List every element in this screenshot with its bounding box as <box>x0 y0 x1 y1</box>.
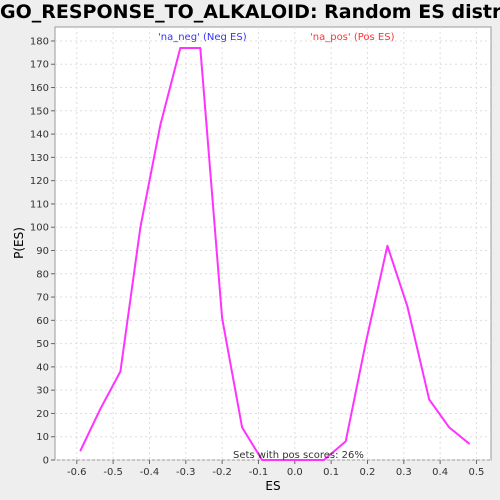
data-point <box>387 245 389 247</box>
data-point <box>80 450 82 452</box>
y-tick-label: 140 <box>30 130 49 141</box>
x-tick-label: -0.4 <box>140 467 160 478</box>
y-tick-label: 20 <box>36 409 49 420</box>
x-axis: -0.6 -0.5 -0.4 -0.3 -0.2 -0.1 0.0 0.1 0.2 0.3 0.4 0… <box>67 460 484 478</box>
y-tick-label: 170 <box>30 60 49 71</box>
x-tick-label: 0.4 <box>432 467 448 478</box>
y-tick-label: 10 <box>36 432 49 443</box>
data-point <box>180 47 182 49</box>
data-point <box>345 441 347 443</box>
y-tick-label: 100 <box>30 223 49 234</box>
data-point <box>241 427 243 429</box>
data-point <box>140 226 142 228</box>
x-tick-label: 0.3 <box>396 467 412 478</box>
x-tick-label: -0.3 <box>176 467 196 478</box>
x-tick-label: -0.6 <box>67 467 87 478</box>
data-point <box>448 427 450 429</box>
x-tick-label: 0.5 <box>469 467 485 478</box>
x-axis-label: ES <box>265 479 280 493</box>
data-point <box>100 408 102 410</box>
y-tick-label: 80 <box>36 269 49 280</box>
legend-entry-pos: 'na_pos' (Pos ES) <box>310 32 395 43</box>
legend-entry-neg: 'na_neg' (Neg ES) <box>158 32 247 43</box>
x-tick-label: -0.2 <box>212 467 232 478</box>
y-tick-label: 130 <box>30 153 49 164</box>
data-point <box>120 371 122 373</box>
pos-scores-annotation: Sets with pos scores: 26% <box>233 450 364 461</box>
y-tick-label: 160 <box>30 83 49 94</box>
y-tick-label: 90 <box>36 246 49 257</box>
y-tick-label: 110 <box>30 199 49 210</box>
y-axis: 0 10 20 30 40 50 60 70 80 90 100 110 120 130 140 150 160… <box>30 36 55 466</box>
data-point <box>365 343 367 345</box>
x-tick-label: -0.1 <box>249 467 269 478</box>
y-tick-label: 50 <box>36 339 49 350</box>
y-tick-label: 70 <box>36 293 49 304</box>
y-tick-label: 180 <box>30 36 49 47</box>
y-tick-label: 30 <box>36 386 49 397</box>
y-tick-label: 0 <box>43 456 49 467</box>
data-point <box>407 306 409 308</box>
data-point <box>160 124 162 126</box>
x-tick-label: 0.2 <box>360 467 376 478</box>
y-tick-label: 120 <box>30 176 49 187</box>
data-point <box>468 443 470 445</box>
x-tick-label: -0.5 <box>103 467 123 478</box>
data-point <box>428 399 430 401</box>
data-point <box>221 317 223 319</box>
plot-area <box>55 27 491 460</box>
y-tick-label: 150 <box>30 106 49 117</box>
y-tick-label: 40 <box>36 362 49 373</box>
y-axis-label: P(ES) <box>12 227 26 259</box>
y-tick-label: 60 <box>36 316 49 327</box>
x-tick-label: 0.1 <box>323 467 339 478</box>
data-point <box>200 47 202 49</box>
x-tick-label: 0.0 <box>287 467 303 478</box>
